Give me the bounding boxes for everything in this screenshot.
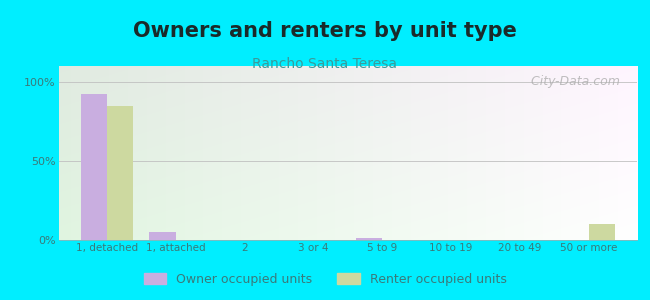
Bar bbox=[107, 106, 133, 240]
Bar bbox=[356, 238, 382, 240]
Bar bbox=[150, 232, 176, 240]
Text: City-Data.com: City-Data.com bbox=[523, 75, 619, 88]
Bar bbox=[81, 94, 107, 240]
Text: Rancho Santa Teresa: Rancho Santa Teresa bbox=[252, 57, 398, 71]
Bar bbox=[589, 224, 615, 240]
Text: Owners and renters by unit type: Owners and renters by unit type bbox=[133, 21, 517, 41]
Legend: Owner occupied units, Renter occupied units: Owner occupied units, Renter occupied un… bbox=[138, 268, 512, 291]
